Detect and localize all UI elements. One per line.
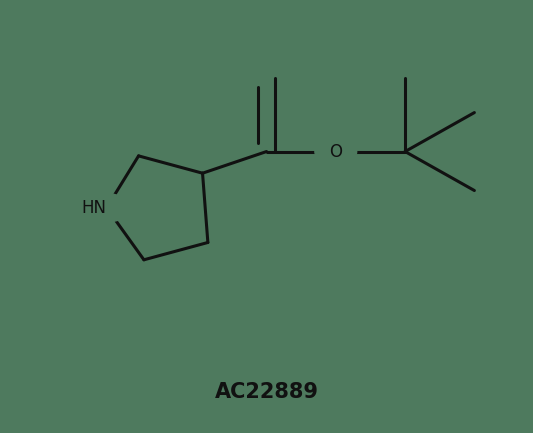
Ellipse shape bbox=[84, 194, 129, 222]
Text: HN: HN bbox=[82, 199, 107, 217]
Ellipse shape bbox=[315, 138, 357, 165]
Text: O: O bbox=[329, 142, 342, 161]
Text: AC22889: AC22889 bbox=[214, 382, 319, 402]
